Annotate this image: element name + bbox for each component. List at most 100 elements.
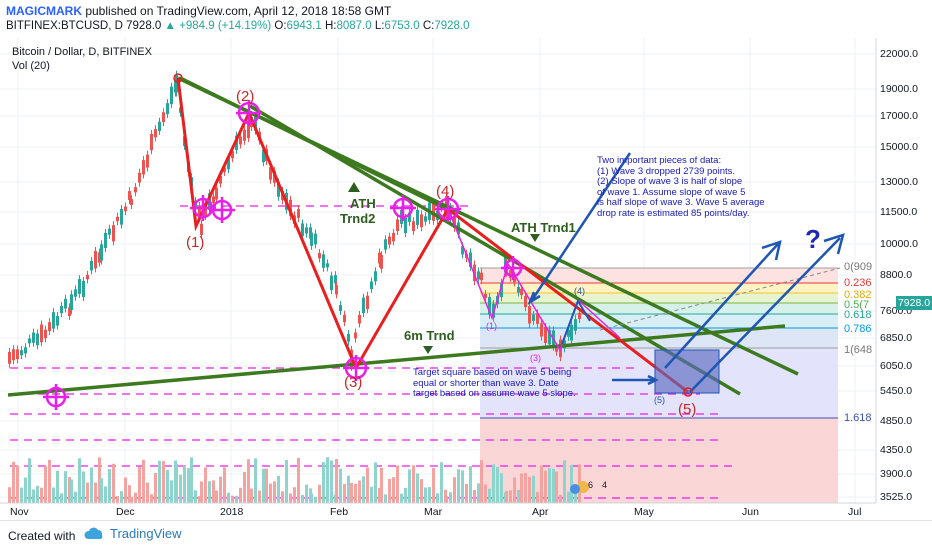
volume-bar: [20, 487, 23, 503]
candle-body: [484, 293, 487, 298]
volume-bar: [12, 461, 15, 503]
candle-body: [544, 326, 547, 344]
volume-bar: [134, 492, 137, 503]
volume-bar: [366, 467, 369, 503]
candle-body: [78, 279, 81, 294]
volume-bar: [60, 493, 63, 503]
publish-line: MAGICMARK published on TradingView.com, …: [6, 4, 391, 18]
volume-bar: [532, 475, 535, 503]
candle-body: [366, 295, 369, 310]
volume-bar: [64, 471, 67, 503]
volume-bar: [524, 472, 527, 503]
volume-bar: [484, 484, 487, 503]
candle-body: [24, 347, 27, 354]
author-link[interactable]: MAGICMARK: [6, 4, 82, 18]
candle-body: [108, 228, 111, 235]
high-value: 8087.0: [336, 20, 372, 32]
candle-body: [120, 209, 123, 225]
candle-body: [310, 232, 313, 246]
candle-body: [277, 182, 280, 197]
volume-bar: [187, 468, 190, 503]
candle-body: [74, 289, 77, 297]
y-tick-1: 19000.0: [880, 83, 918, 95]
small-1-label: (1): [486, 321, 497, 331]
volume-bar: [162, 461, 165, 503]
candle-body: [354, 332, 357, 339]
chart-canvas[interactable]: [0, 38, 932, 520]
candle-body: [28, 338, 31, 344]
sub-waves: [447, 208, 621, 352]
volume-bar: [461, 470, 464, 503]
volume-bar: [567, 491, 570, 503]
volume-bar: [513, 477, 516, 503]
volume-bar: [548, 468, 551, 503]
volume-bar: [297, 457, 300, 503]
created-with: Created with: [8, 529, 76, 543]
x-tick-4: Mar: [424, 506, 443, 518]
candle-body: [517, 287, 520, 293]
volume-bar: [412, 465, 415, 503]
volume-bar: [574, 493, 577, 503]
volume-bar: [289, 493, 292, 503]
candle-body: [32, 332, 35, 343]
volume-bar: [343, 483, 346, 503]
candle-body: [339, 305, 342, 312]
volume-bar: [520, 473, 523, 503]
volume-bar: [235, 495, 238, 503]
ath-point: [173, 73, 183, 83]
candle-body: [12, 349, 15, 361]
candle-body: [60, 306, 63, 314]
volume-bar: [124, 477, 127, 503]
candle-body: [219, 176, 222, 184]
volume-bar: [445, 496, 448, 503]
candle-body: [98, 252, 101, 263]
volume-bar: [82, 471, 85, 503]
fib-1618: 1.618: [844, 412, 872, 424]
symbol: BITFINEX:BTCUSD, D: [6, 20, 123, 32]
volume-bar: [154, 472, 157, 503]
y-tick-14: 3900.0: [880, 468, 913, 480]
volume-bar: [179, 474, 182, 503]
badge-b: 4: [602, 480, 608, 490]
symbol-line: BITFINEX:BTCUSD, D 7928.0 ▲ +984.9 (+14.…: [6, 20, 470, 32]
volume-bar: [194, 490, 197, 503]
fib-05: 0.5(7: [844, 299, 870, 311]
volume-bar: [480, 460, 483, 503]
candle-body: [16, 349, 19, 360]
candle-body: [40, 324, 43, 343]
fib-0786: 0.786: [844, 323, 872, 335]
volume-bar: [517, 489, 520, 503]
volume-bar: [440, 462, 443, 503]
candle-body: [343, 314, 346, 323]
volume-bar: [36, 485, 39, 503]
chart-area[interactable]: Bitcoin / Dollar, D, BITFINEX Vol (20) (…: [0, 38, 932, 520]
volume-bar: [509, 490, 512, 503]
volume-bar: [330, 460, 333, 503]
volume-bar: [239, 487, 242, 503]
small-3-label: (3): [530, 353, 541, 363]
candle-body: [318, 252, 321, 259]
candle-body: [158, 121, 161, 131]
event-badge-icon: [577, 481, 589, 493]
candle-body: [64, 298, 67, 309]
volume-bar: [265, 468, 268, 503]
sixm-trnd-label: 6m Trnd: [404, 328, 455, 343]
candle-body: [247, 120, 250, 139]
volume-bar: [90, 467, 93, 503]
candle-body: [453, 217, 456, 228]
candle-body: [378, 252, 381, 264]
volume-bar: [378, 488, 381, 503]
volume-bar: [404, 487, 407, 503]
volume-bar: [120, 491, 123, 503]
candle-body: [70, 294, 73, 311]
volume-bar: [536, 492, 539, 503]
volume-bar: [544, 470, 547, 503]
volume-bar: [231, 495, 234, 503]
volume-bar: [190, 457, 193, 503]
publish-info: published on TradingView.com, April 12, …: [82, 4, 392, 18]
open-value: 6943.1: [286, 20, 322, 32]
candle-body: [134, 187, 137, 193]
candle-body: [480, 272, 483, 281]
y-tick-3: 15000.0: [880, 141, 918, 153]
tradingview-link[interactable]: TradingView: [84, 526, 182, 541]
